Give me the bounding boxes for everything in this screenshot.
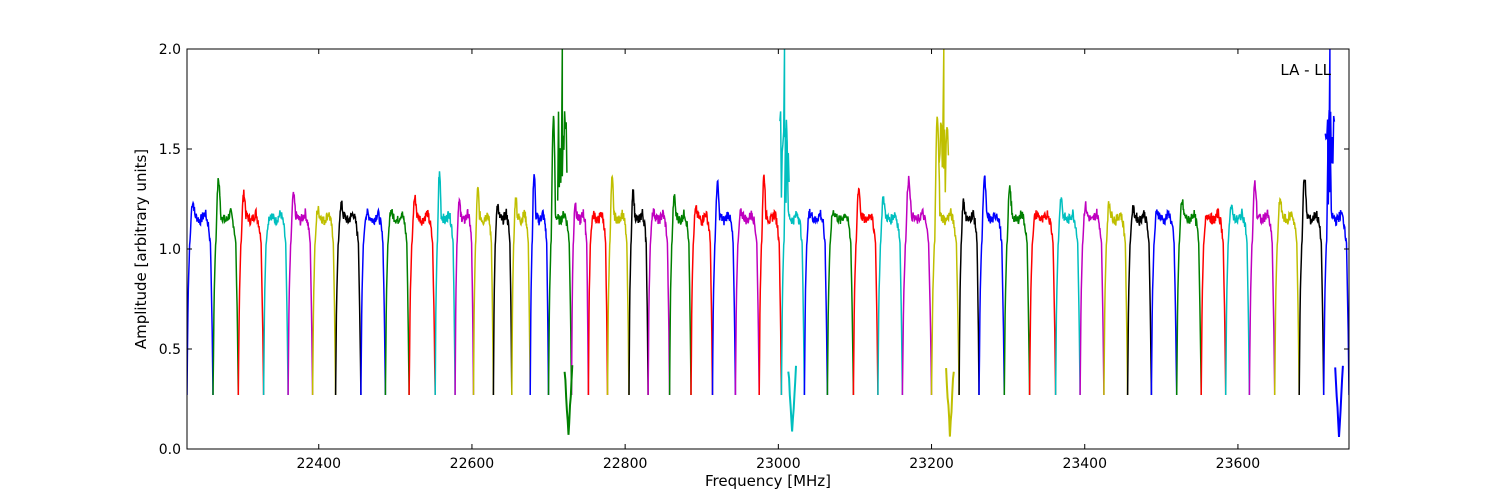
series-layer (187, 49, 1349, 437)
spectral-window-line (711, 178, 737, 396)
dip-line (787, 365, 797, 432)
dip-line (945, 368, 955, 437)
spectral-window-line (1175, 199, 1202, 396)
spectral-window-line (472, 186, 495, 396)
spectral-window-line (877, 196, 904, 396)
y-axis-title: Amplitude [arbitrary units] (132, 149, 150, 349)
annotation-label: LA - LL (1280, 61, 1331, 79)
spectral-window-line (690, 204, 714, 396)
y-tick-label: 0.0 (159, 442, 181, 458)
spectral-window-line (734, 208, 760, 396)
x-tick-label: 23200 (909, 456, 954, 472)
y-tick-label: 1.0 (159, 242, 181, 258)
dip-line (563, 365, 574, 435)
spectral-window-line (384, 208, 410, 396)
dip-line (1334, 365, 1344, 437)
spectral-window-line (958, 198, 980, 396)
spike-line (779, 49, 790, 203)
x-tick-label: 22400 (296, 456, 341, 472)
spectral-window-line (1003, 185, 1031, 396)
y-tick-label: 2.0 (159, 42, 181, 58)
spectral-window-line (606, 174, 630, 396)
spectral-window-line (187, 200, 214, 396)
spectral-window-line (454, 196, 475, 396)
ticks-layer: 22400 22600 22800 23000 23200 23400 23600 0.0 0.… (159, 42, 1349, 472)
y-tick-label: 0.5 (159, 342, 181, 358)
spectral-window-line (1079, 201, 1105, 396)
spectral-window-line (758, 174, 783, 396)
spectral-window-line (408, 194, 436, 396)
spike-line (556, 49, 568, 201)
spectral-window-line (212, 177, 240, 396)
spectral-window-line (826, 210, 855, 396)
spike-line (1324, 49, 1336, 205)
spectral-window-line (901, 175, 933, 396)
spectral-window-line (262, 210, 289, 396)
spectral-window-line (311, 205, 337, 396)
spectral-window-line (1298, 179, 1325, 396)
spectral-window-line (287, 191, 314, 396)
x-tick-label: 23600 (1216, 456, 1261, 472)
spectral-window-line (587, 210, 609, 396)
spectral-window-line (1248, 180, 1276, 396)
spectral-window-line (803, 208, 829, 396)
x-tick-label: 22600 (450, 456, 495, 472)
spectral-window-line (492, 203, 513, 396)
spectral-window-line (547, 115, 573, 396)
x-axis-title: Frequency [MHz] (705, 472, 831, 490)
spectral-window-line (852, 187, 879, 396)
spectral-window-line (570, 202, 590, 396)
spectral-window-line (1126, 205, 1153, 396)
x-tick-label: 23000 (756, 456, 801, 472)
spectral-window-line (1150, 208, 1178, 396)
spectral-window-line (978, 175, 1006, 396)
x-tick-label: 22800 (603, 456, 648, 472)
spectral-window-line (529, 174, 550, 396)
x-tick-label: 23400 (1062, 456, 1107, 472)
spectral-window-line (930, 116, 960, 396)
spectral-window-line (334, 200, 362, 396)
spectral-window-line (1028, 210, 1057, 396)
spectral-window-line (237, 189, 265, 396)
y-tick-label: 1.5 (159, 142, 181, 158)
spectral-window-line (1200, 207, 1227, 396)
spectral-window-line (668, 194, 692, 396)
spectral-window-line (360, 207, 387, 396)
spectral-window-line (1273, 197, 1300, 396)
spectral-window-line (434, 171, 456, 396)
spectral-window-line (647, 208, 671, 396)
spectral-window-line (511, 197, 531, 396)
spectral-window-line (1054, 197, 1081, 396)
spectral-window-line (628, 189, 649, 396)
spike-line (938, 49, 950, 193)
spectral-window-line (1224, 204, 1251, 396)
spectral-window-line (1103, 201, 1129, 396)
